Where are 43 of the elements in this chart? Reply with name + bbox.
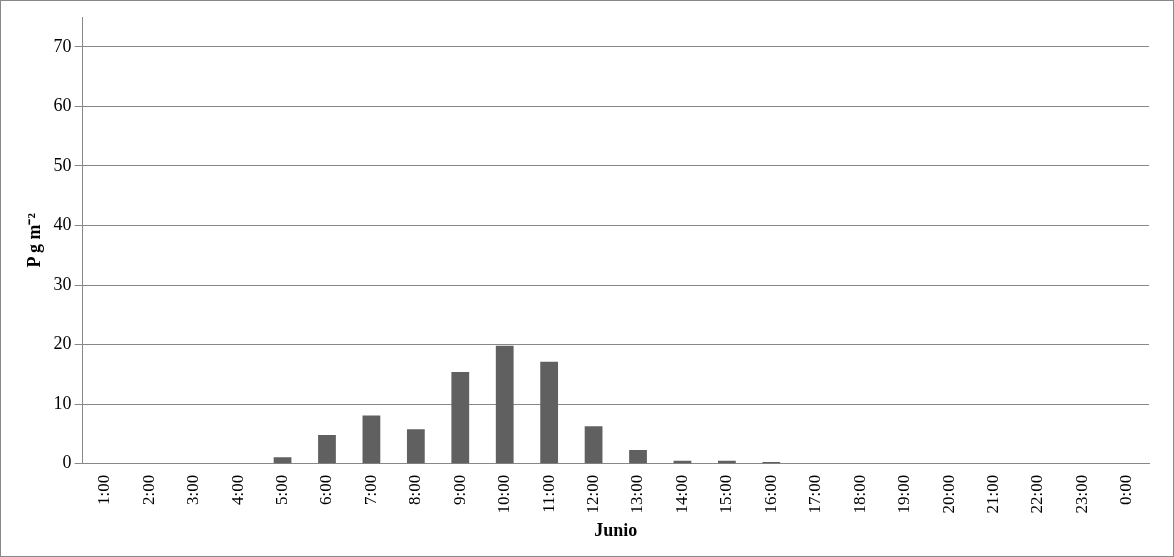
x-tick-label: 6:00 xyxy=(316,474,336,505)
y-tick-label: 50 xyxy=(53,154,72,175)
x-tick-label: 11:00 xyxy=(538,474,558,513)
x-tick-label: 12:00 xyxy=(583,474,603,514)
x-tick-label: 19:00 xyxy=(894,474,914,514)
bar xyxy=(273,457,292,464)
x-tick-label: 2:00 xyxy=(138,474,158,505)
y-tick-label: 10 xyxy=(53,392,72,413)
y-tick-label: 40 xyxy=(53,214,72,235)
x-tick-label: 10:00 xyxy=(494,474,514,514)
y-tick-label: 20 xyxy=(53,333,72,354)
x-tick-label: 7:00 xyxy=(360,474,380,505)
x-tick-label: 4:00 xyxy=(227,474,247,505)
bar xyxy=(362,415,381,464)
y-tick-label: 0 xyxy=(62,452,72,473)
x-tick-label: 21:00 xyxy=(982,474,1002,514)
y-tick-label: 60 xyxy=(53,95,72,116)
x-tick-label: 22:00 xyxy=(1027,474,1047,514)
bar xyxy=(629,449,647,464)
x-tick-label: 18:00 xyxy=(849,474,869,514)
x-tick-label: 13:00 xyxy=(627,474,647,514)
bar xyxy=(318,435,336,464)
y-tick-label: 30 xyxy=(53,273,72,294)
x-tick-label: 14:00 xyxy=(671,474,691,514)
bar xyxy=(406,429,425,464)
x-tick-label: 3:00 xyxy=(183,474,203,505)
x-tick-label: 1:00 xyxy=(94,474,114,505)
x-tick-label: 23:00 xyxy=(1071,474,1091,514)
y-axis-title: P g m⁻² xyxy=(24,213,45,268)
y-tick-label: 70 xyxy=(53,35,72,56)
x-axis-title: Junio xyxy=(594,519,638,540)
x-tick-label: 15:00 xyxy=(716,474,736,514)
x-tick-label: 9:00 xyxy=(449,474,469,505)
bar xyxy=(584,426,603,464)
bar xyxy=(495,345,514,464)
x-tick-label: 16:00 xyxy=(760,474,780,514)
x-tick-label: 0:00 xyxy=(1116,474,1136,505)
x-tick-label: 8:00 xyxy=(405,474,425,505)
bar xyxy=(451,371,470,464)
bar xyxy=(540,361,559,464)
x-tick-label: 5:00 xyxy=(272,474,292,505)
x-tick-label: 17:00 xyxy=(805,474,825,514)
x-tick-label: 20:00 xyxy=(938,474,958,514)
